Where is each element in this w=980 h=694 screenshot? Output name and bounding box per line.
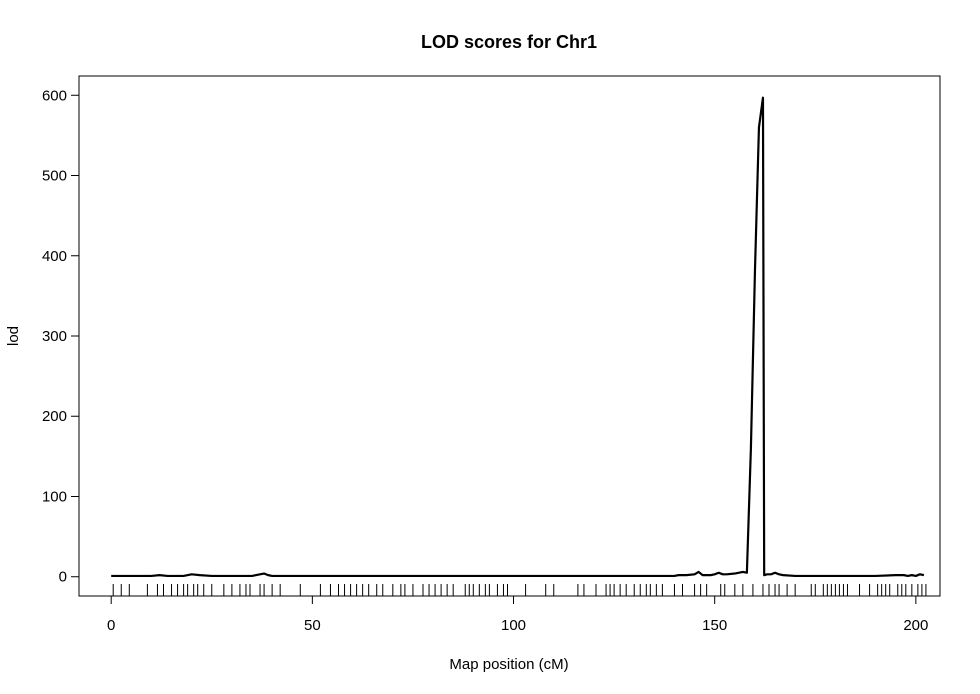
x-tick-label: 150 <box>702 617 727 634</box>
x-tick-label: 0 <box>107 617 115 634</box>
x-tick-label: 200 <box>903 617 928 634</box>
y-tick-label: 300 <box>42 328 67 345</box>
marker-rug <box>112 584 927 596</box>
chart-title: LOD scores for Chr1 <box>421 32 597 52</box>
x-tick-label: 50 <box>304 617 321 634</box>
y-tick-label: 600 <box>42 87 67 104</box>
y-tick-label: 400 <box>42 248 67 265</box>
plot-frame <box>78 75 941 597</box>
x-tick-label: 100 <box>501 617 526 634</box>
y-tick-label: 100 <box>42 488 67 505</box>
y-tick-label: 500 <box>42 168 67 185</box>
y-tick-label: 0 <box>59 569 67 586</box>
x-axis: 0 50 100 150 200 <box>107 595 928 634</box>
lod-series-line <box>111 96 925 578</box>
x-axis-title: Map position (cM) <box>449 656 568 673</box>
y-axis: 0 100 200 300 400 500 600 <box>42 87 80 586</box>
y-axis-title: lod <box>5 326 22 346</box>
y-tick-label: 200 <box>42 408 67 425</box>
